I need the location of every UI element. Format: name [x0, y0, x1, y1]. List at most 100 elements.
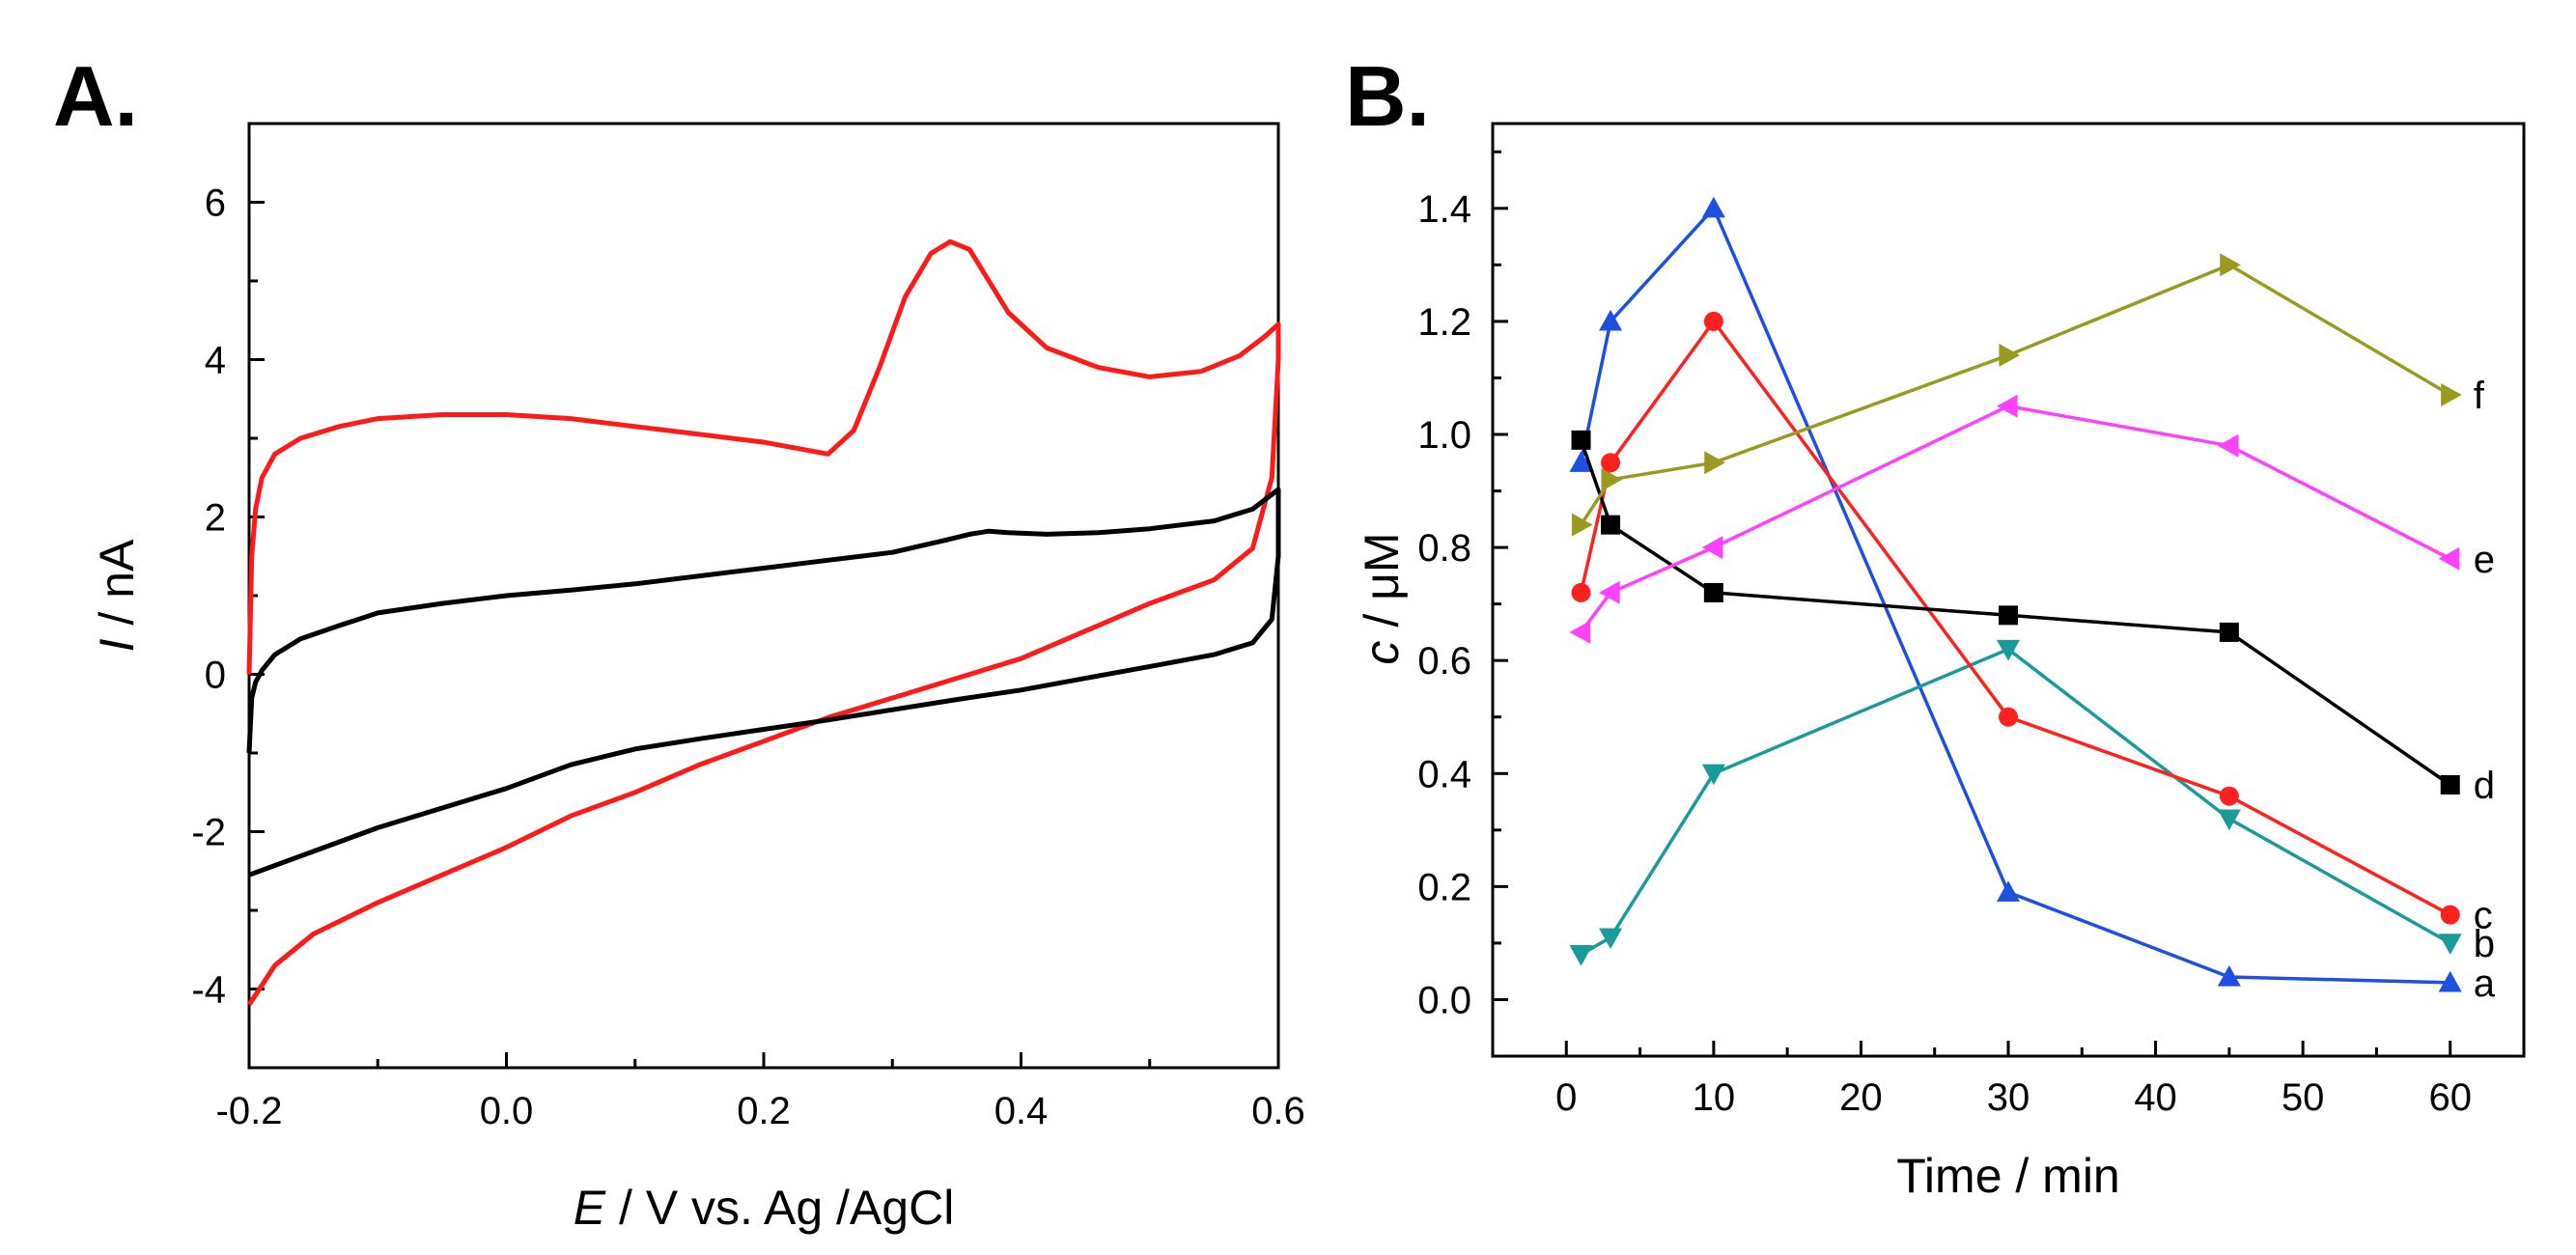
- panel-b-marker-triangle-left: [1997, 394, 2018, 418]
- panel-a-ticks: -0.2 0.0 0.2 0.4 0.6 -4 -2 0 2 4 6: [191, 122, 1305, 1132]
- panel-b-ylabel-rest: / μM: [1355, 532, 1409, 640]
- panel-a-series-line: [246, 487, 1281, 878]
- panel-b-series-line: [1580, 647, 2451, 957]
- panel-b-marker-circle: [1571, 582, 1591, 602]
- panel-b-ytick-label: 0.6: [1417, 640, 1471, 683]
- panel-b-marker-triangle-down: [1569, 945, 1593, 966]
- panel-b-xtick-label: 10: [1693, 1076, 1736, 1119]
- panel-b-marker-triangle-up: [1997, 880, 2020, 902]
- panel-a-lines: [246, 238, 1281, 1007]
- panel-b-ylabel: c / μM: [1355, 532, 1409, 664]
- panel-b-marker-triangle-left: [1569, 620, 1591, 644]
- panel-b-marker-triangle-right: [2441, 383, 2462, 407]
- panel-a: A. -0.2 0.0 0.2 0.4 0.6 -4 -2 0 2 4 6 E / V vs. Ag…: [53, 48, 1305, 1235]
- panel-b-ytick-label: 1.4: [1417, 188, 1471, 231]
- panel-b-series-line: [1580, 404, 2451, 633]
- panel-b-marker-triangle-down: [2217, 809, 2241, 831]
- panel-b-series-label: f: [2474, 375, 2485, 417]
- panel-a-frame: [247, 122, 1280, 1070]
- panel-a-ytick-label: 6: [205, 182, 226, 225]
- panel-b-marker-triangle-up: [1569, 451, 1593, 472]
- panel-a-xtick-label: 0.4: [994, 1090, 1049, 1132]
- panel-b-series-e: e: [1569, 394, 2495, 644]
- panel-a-xtick-label: 0.6: [1251, 1090, 1305, 1132]
- panel-b-label: B.: [1345, 48, 1430, 144]
- panel-b-series-label: c: [2474, 895, 2493, 937]
- panel-b-marker-square: [1999, 605, 2018, 626]
- panel-b-marker-circle: [1999, 707, 2018, 727]
- panel-a-ytick-label: 0: [205, 655, 226, 697]
- panel-a-xlabel: E / V vs. Ag /AgCl: [574, 1181, 955, 1235]
- panel-b-marker-triangle-down: [2438, 934, 2462, 955]
- panel-b: B. 0 10 20 30 40 50 60 0.0 0.2 0.4 0.6 0.8 1.0 1.2 1.4…: [1345, 48, 2526, 1203]
- panel-b-series-c: c: [1571, 311, 2493, 937]
- panel-b-series-line: [1579, 205, 2450, 985]
- panel-b-xlabel: Time / min: [1896, 1149, 2120, 1203]
- panel-b-marker-triangle-right: [1704, 451, 1725, 475]
- panel-b-marker-triangle-up: [2217, 965, 2241, 987]
- panel-b-ytick-label: 0.0: [1417, 979, 1471, 1021]
- panel-b-series-d: d: [1571, 430, 2495, 807]
- panel-b-series-line: [1580, 263, 2451, 526]
- panel-b-marker-square: [2440, 774, 2460, 795]
- panel-b-series-label: a: [2474, 962, 2496, 1005]
- panel-b-series-f: f: [1571, 253, 2485, 537]
- panel-b-marker-square: [2219, 622, 2239, 642]
- panel-b-marker-triangle-right: [1571, 513, 1593, 537]
- panel-b-marker-triangle-right: [1601, 467, 1623, 491]
- panel-a-xtick-label: 0.0: [480, 1090, 534, 1132]
- panel-b-xtick-label: 40: [2134, 1076, 2177, 1119]
- panel-b-ytick-label: 0.4: [1417, 753, 1471, 795]
- panel-b-series-a: a: [1569, 196, 2496, 1005]
- panel-b-series-label: d: [2474, 765, 2495, 807]
- panel-a-ytick-label: -2: [191, 812, 226, 854]
- panel-a-xlabel-italic: E: [574, 1181, 606, 1235]
- panel-b-marker-triangle-down: [1599, 928, 1623, 950]
- panel-b-lines: abc d e f: [1569, 196, 2496, 1005]
- panel-a-xtick-label: -0.2: [216, 1090, 283, 1132]
- panel-a-ytick-label: 4: [205, 340, 226, 382]
- panel-b-marker-triangle-down: [1997, 639, 2020, 661]
- panel-b-xtick-label: 0: [1555, 1076, 1577, 1119]
- panel-b-marker-circle: [1703, 311, 1723, 331]
- panel-b-marker-circle: [2440, 905, 2460, 925]
- panel-b-marker-triangle-right: [2220, 253, 2241, 277]
- panel-b-marker-triangle-left: [1599, 580, 1620, 604]
- panel-a-ytick-label: -4: [191, 969, 226, 1012]
- panel-b-marker-triangle-up: [1599, 309, 1623, 331]
- panel-a-label: A.: [53, 48, 138, 144]
- panel-b-ylabel-italic: c: [1355, 641, 1409, 665]
- panel-b-frame: [1491, 122, 2526, 1058]
- panel-b-ytick-label: 0.2: [1417, 866, 1471, 908]
- panel-a-xtick-label: 0.2: [737, 1090, 791, 1132]
- panel-a-xlabel-rest: / V vs. Ag /AgCl: [605, 1181, 954, 1235]
- panel-b-marker-triangle-up: [1701, 196, 1725, 218]
- panel-a-ytick-label: 2: [205, 497, 226, 540]
- panel-b-marker-triangle-left: [1701, 536, 1723, 560]
- panel-b-xtick-label: 30: [1987, 1076, 2030, 1119]
- panel-b-marker-circle: [2219, 786, 2239, 806]
- panel-b-ytick-label: 1.0: [1417, 414, 1471, 457]
- panel-b-marker-square: [1703, 582, 1723, 602]
- panel-b-marker-triangle-up: [2438, 970, 2462, 992]
- panel-a-ylabel-italic: I: [90, 638, 144, 652]
- panel-a-series-line: [246, 238, 1281, 1007]
- panel-b-ticks: 0 10 20 30 40 50 60 0.0 0.2 0.4 0.6 0.8 1.0 1.2 1.4: [1417, 150, 2526, 1119]
- panel-b-marker-triangle-right: [1999, 344, 2020, 368]
- panel-b-marker-circle: [1601, 453, 1621, 473]
- panel-b-series-b: b: [1569, 639, 2495, 966]
- panel-b-marker-triangle-down: [1701, 764, 1725, 786]
- panel-b-ytick-label: 1.2: [1417, 301, 1471, 344]
- panel-b-xtick-label: 60: [2428, 1076, 2472, 1119]
- panel-b-marker-triangle-left: [2217, 433, 2239, 458]
- panel-b-series-label: e: [2474, 539, 2495, 581]
- panel-b-xtick-label: 50: [2282, 1076, 2325, 1119]
- panel-b-series-label: b: [2474, 923, 2495, 965]
- panel-b-ytick-label: 0.8: [1417, 527, 1471, 570]
- panel-a-ylabel: I / nA: [90, 539, 144, 652]
- panel-b-series-line: [1579, 439, 2451, 787]
- panel-b-marker-triangle-left: [2438, 546, 2460, 571]
- panel-a-ylabel-rest: / nA: [90, 539, 144, 638]
- panel-b-xtick-label: 20: [1839, 1076, 1883, 1119]
